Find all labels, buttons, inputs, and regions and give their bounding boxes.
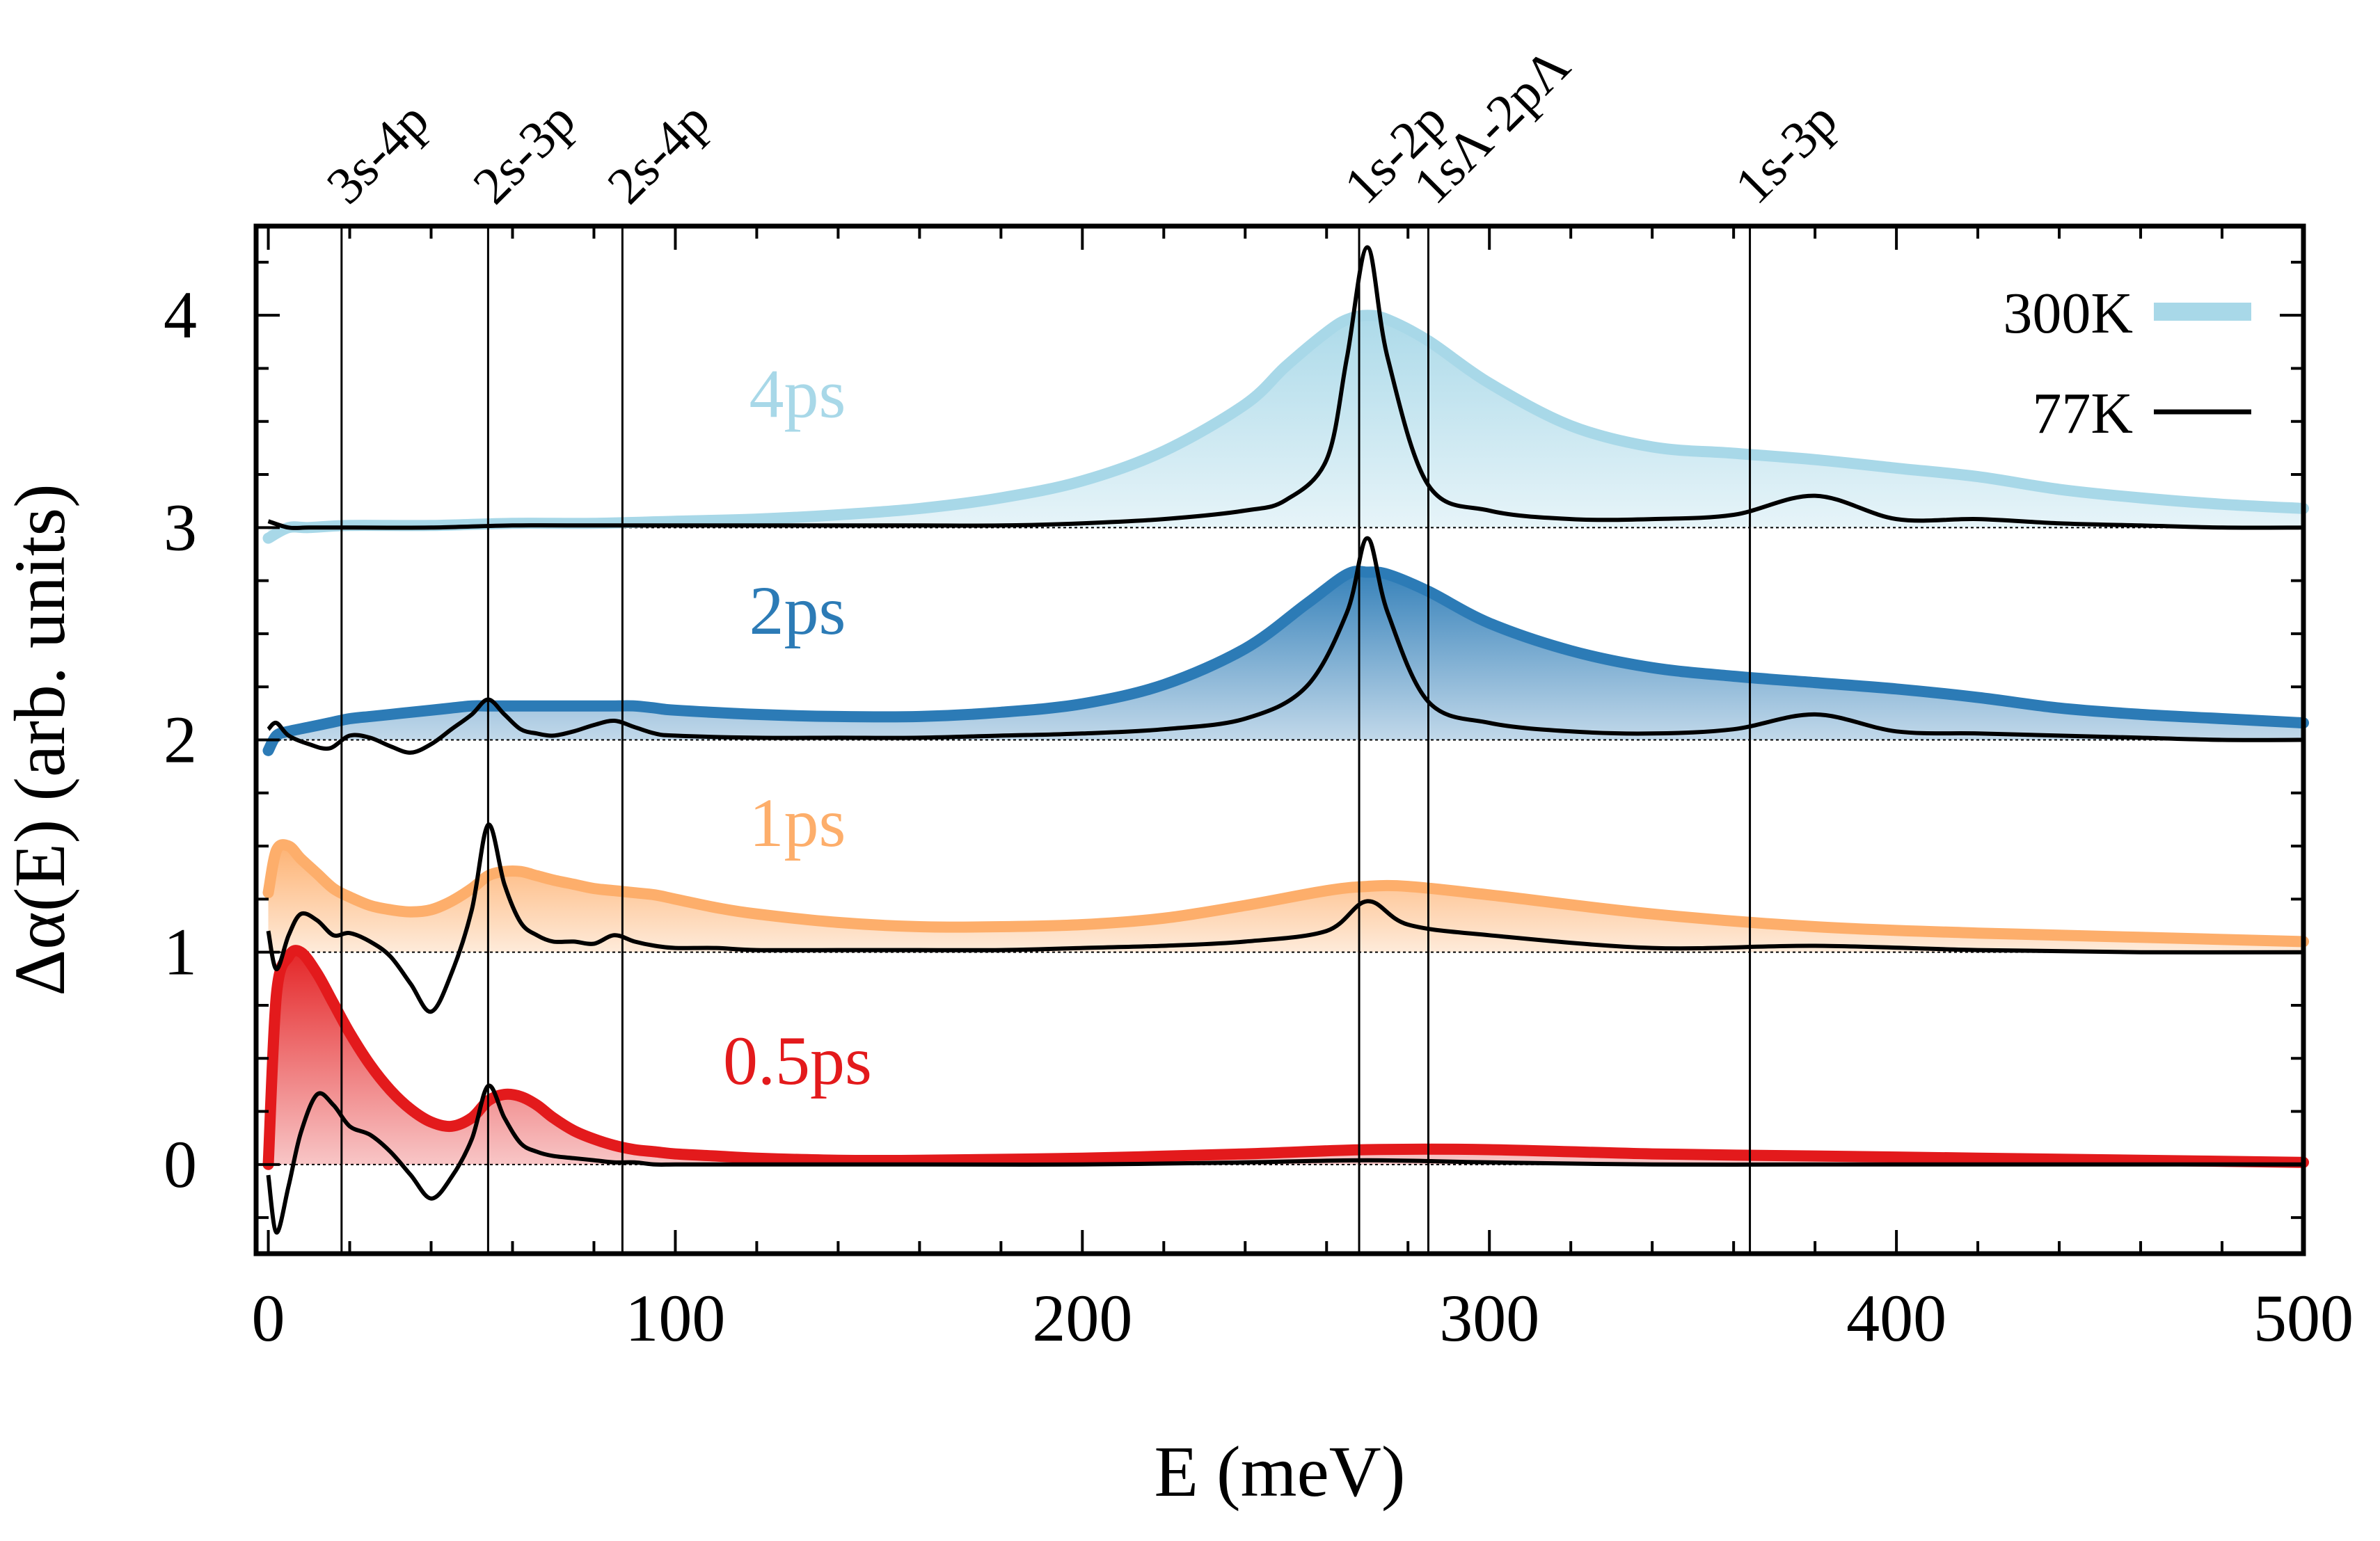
- line-77K-4ps: [267, 245, 2304, 531]
- y-tick-label: 3: [164, 490, 197, 564]
- x-axis-title: E (meV): [1155, 1432, 1406, 1512]
- x-tick-label: 400: [1846, 1281, 1946, 1355]
- series-label-4ps: 4ps: [749, 356, 846, 433]
- y-tick-label: 0: [164, 1127, 197, 1201]
- series-label-1ps: 1ps: [749, 784, 846, 861]
- series-label-0.5ps: 0.5ps: [723, 1022, 872, 1099]
- legend-label-300K: 300K: [2003, 281, 2133, 346]
- transition-label-2s-3p: 2s-3p: [462, 90, 587, 215]
- x-tick-label: 200: [1032, 1281, 1132, 1355]
- legend-label-77K: 77K: [2032, 381, 2133, 446]
- line-77K-2ps: [267, 536, 2304, 755]
- y-tick-label: 2: [164, 703, 197, 777]
- line-300K-1ps: [262, 839, 2309, 948]
- area-300K-4ps: [268, 315, 2303, 538]
- transition-label-1s-3p: 1s-3p: [1724, 90, 1848, 215]
- x-tick-label: 0: [252, 1281, 285, 1355]
- line-300K-2ps: [262, 566, 2309, 756]
- transition-label-3s-4p: 3s-4p: [315, 90, 440, 215]
- x-tick-label: 300: [1439, 1281, 1539, 1355]
- axes: [253, 223, 2306, 1256]
- line-300K-0.5ps: [262, 945, 2309, 1170]
- legend: 300K 77K: [2003, 281, 2251, 446]
- transition-label-2s-4p: 2s-4p: [596, 90, 721, 215]
- y-tick-label: 1: [164, 915, 197, 989]
- y-tick-label: 4: [164, 278, 197, 352]
- x-tick-label: 100: [625, 1281, 725, 1355]
- line-77K-0.5ps: [266, 1083, 2303, 1235]
- y-axis-title: Δα(E) (arb. units): [0, 484, 80, 996]
- lines-77K: [266, 245, 2304, 1235]
- x-tick-label: 500: [2253, 1281, 2354, 1355]
- series-label-2ps: 2ps: [749, 572, 846, 649]
- area-300K-2ps: [268, 571, 2303, 751]
- line-77K-1ps: [266, 822, 2304, 1014]
